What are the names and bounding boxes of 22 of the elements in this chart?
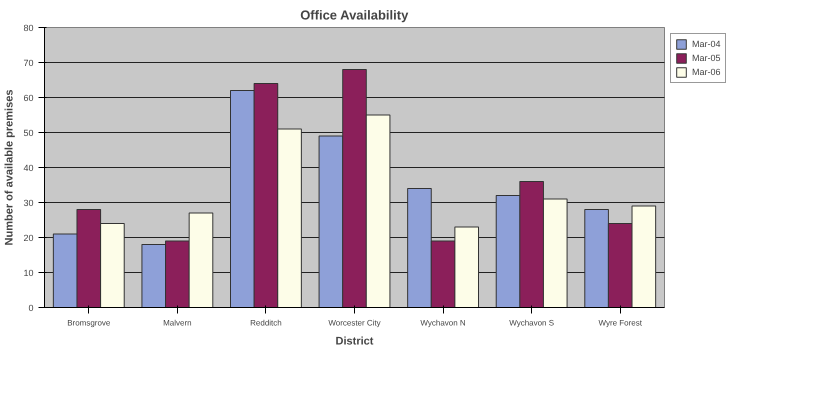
x-tick-label: Worcester City [328, 318, 381, 328]
y-tick-label: 0 [28, 303, 34, 313]
x-axis-title: District [336, 336, 374, 348]
x-tick-label: Wychavon S [509, 318, 554, 328]
x-tick-label: Wyre Forest [598, 318, 643, 328]
x-tick-label: Bromsgrove [67, 318, 111, 328]
y-tick-label: 70 [23, 58, 34, 68]
y-axis-title: Number of available premises [3, 90, 16, 246]
y-tick-label: 30 [23, 198, 34, 208]
legend-label: Mar-04 [692, 39, 721, 49]
x-tick-label: Wychavon N [420, 318, 466, 328]
y-tick-label: 80 [23, 23, 34, 33]
y-tick-label: 10 [23, 268, 34, 278]
y-tick-label: 20 [23, 233, 34, 243]
chart-title: Office Availability [300, 8, 410, 22]
x-tick-label: Redditch [250, 318, 282, 328]
y-tick-label: 40 [23, 163, 34, 173]
x-tick-label: Malvern [163, 318, 192, 328]
legend-label: Mar-05 [692, 53, 721, 63]
legend-label: Mar-06 [692, 67, 721, 77]
y-tick-label: 50 [23, 128, 34, 138]
y-tick-label: 60 [23, 93, 34, 103]
